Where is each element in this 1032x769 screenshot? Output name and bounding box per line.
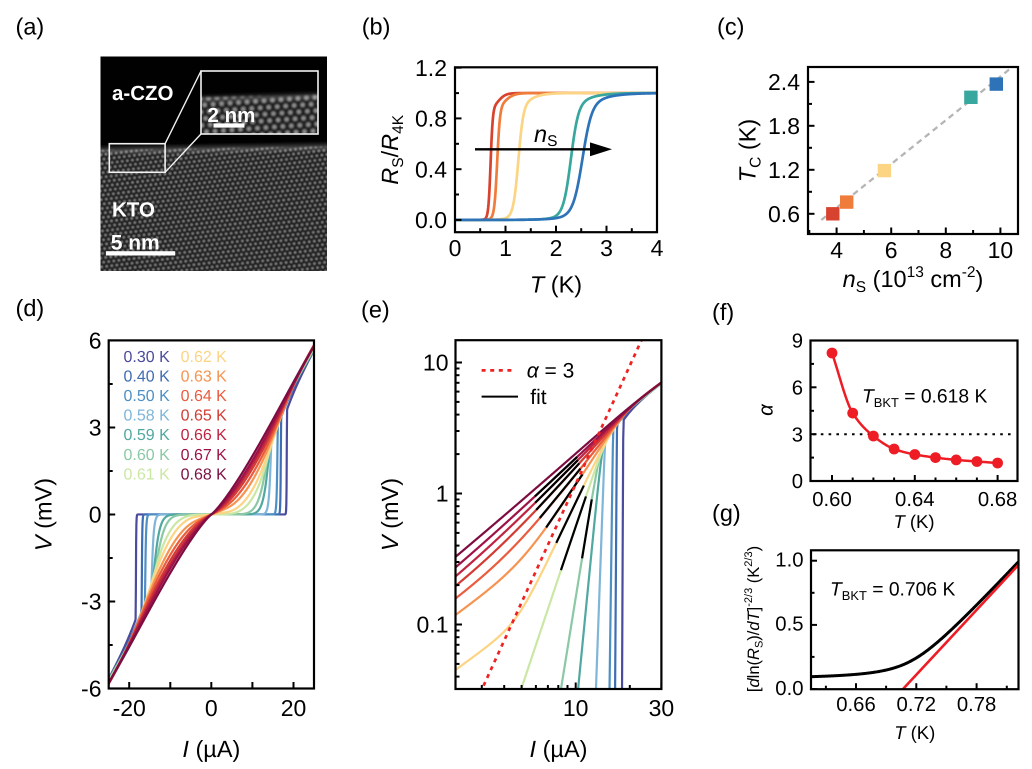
svg-text:0: 0: [89, 502, 102, 528]
svg-text:nS (1013 cm-2): nS (1013 cm-2): [843, 264, 984, 296]
svg-text:(f): (f): [712, 299, 734, 325]
svg-text:-6: -6: [81, 676, 101, 702]
svg-text:0.68 K: 0.68 K: [181, 466, 228, 483]
svg-text:1: 1: [436, 481, 449, 507]
svg-text:T (K): T (K): [894, 722, 935, 743]
svg-text:8: 8: [939, 237, 952, 263]
svg-text:30: 30: [649, 695, 675, 721]
svg-text:0.62 K: 0.62 K: [181, 349, 228, 366]
svg-text:0.0: 0.0: [415, 207, 447, 233]
svg-text:4: 4: [830, 237, 843, 263]
svg-text:(d): (d): [16, 295, 45, 321]
svg-text:KTO: KTO: [112, 199, 155, 222]
svg-text:0.67 K: 0.67 K: [181, 447, 228, 464]
svg-text:0.59 K: 0.59 K: [124, 427, 171, 444]
svg-text:(g): (g): [712, 500, 741, 526]
svg-text:0.0: 0.0: [775, 678, 803, 700]
svg-text:0.66: 0.66: [836, 694, 875, 716]
svg-text:TBKT = 0.618 K: TBKT = 0.618 K: [862, 387, 987, 411]
svg-text:0.60 K: 0.60 K: [124, 447, 171, 464]
svg-text:0.1: 0.1: [417, 612, 449, 638]
svg-text:1.0: 1.0: [775, 550, 803, 572]
svg-text:RS/R4K: RS/R4K: [377, 114, 407, 184]
svg-text:I (µA): I (µA): [530, 736, 588, 762]
svg-text:V (mV): V (mV): [377, 478, 403, 551]
svg-text:0.50 K: 0.50 K: [124, 388, 171, 405]
svg-text:3: 3: [89, 415, 102, 441]
svg-text:6: 6: [89, 328, 102, 354]
svg-text:0.72: 0.72: [897, 694, 936, 716]
svg-text:0.61 K: 0.61 K: [124, 466, 171, 483]
svg-text:-3: -3: [81, 589, 101, 615]
svg-text:10: 10: [988, 237, 1014, 263]
svg-text:3: 3: [792, 424, 803, 446]
svg-text:TC (K): TC (K): [735, 119, 765, 182]
svg-text:0: 0: [792, 471, 803, 493]
svg-text:0.8: 0.8: [415, 106, 447, 132]
svg-text:4: 4: [651, 235, 664, 261]
svg-text:0.78: 0.78: [957, 694, 996, 716]
svg-text:nS: nS: [534, 121, 557, 150]
svg-text:2 nm: 2 nm: [208, 104, 256, 127]
svg-text:0.66 K: 0.66 K: [181, 427, 228, 444]
svg-text:0: 0: [449, 235, 462, 261]
svg-text:0.63 K: 0.63 K: [181, 369, 228, 386]
svg-text:α = 3: α = 3: [527, 360, 575, 383]
svg-text:6: 6: [885, 237, 898, 263]
svg-text:a-CZO: a-CZO: [112, 82, 174, 105]
svg-text:5 nm: 5 nm: [111, 232, 160, 255]
svg-text:0: 0: [205, 695, 218, 721]
svg-text:1.2: 1.2: [415, 55, 447, 81]
svg-text:(c): (c): [717, 13, 744, 39]
svg-text:1.2: 1.2: [768, 157, 800, 183]
svg-text:fit: fit: [530, 386, 547, 409]
svg-text:6: 6: [792, 378, 803, 400]
svg-text:20: 20: [281, 695, 307, 721]
svg-text:1.8: 1.8: [768, 113, 800, 139]
svg-text:T (K): T (K): [893, 511, 934, 532]
svg-text:0.65 K: 0.65 K: [181, 408, 228, 425]
svg-text:[dln(RS)/dT]-2/3 (K2/3): [dln(RS)/dT]-2/3 (K2/3): [743, 546, 766, 692]
svg-text:2.4: 2.4: [768, 69, 800, 95]
svg-text:0.68: 0.68: [978, 489, 1017, 511]
svg-text:0.5: 0.5: [775, 614, 803, 636]
svg-text:0.40 K: 0.40 K: [124, 369, 171, 386]
svg-text:0.60: 0.60: [812, 489, 851, 511]
svg-text:TBKT = 0.706 K: TBKT = 0.706 K: [830, 580, 955, 604]
svg-text:(b): (b): [362, 13, 391, 39]
svg-text:0.30 K: 0.30 K: [124, 349, 171, 366]
svg-text:1: 1: [499, 235, 512, 261]
svg-text:α: α: [755, 403, 778, 416]
svg-text:0.4: 0.4: [415, 156, 447, 182]
svg-text:(a): (a): [16, 13, 45, 39]
svg-text:T (K): T (K): [530, 272, 582, 298]
svg-text:3: 3: [600, 235, 613, 261]
svg-text:-20: -20: [113, 695, 146, 721]
svg-text:0.64 K: 0.64 K: [181, 388, 228, 405]
svg-text:0.64: 0.64: [895, 489, 934, 511]
svg-text:10: 10: [423, 350, 449, 376]
svg-text:(e): (e): [361, 297, 390, 323]
svg-text:0.6: 0.6: [768, 201, 800, 227]
svg-text:I (µA): I (µA): [182, 736, 240, 762]
svg-text:9: 9: [792, 331, 803, 353]
svg-text:V (mV): V (mV): [31, 478, 57, 551]
svg-text:10: 10: [563, 695, 589, 721]
svg-text:0.58 K: 0.58 K: [124, 408, 171, 425]
svg-text:2: 2: [550, 235, 563, 261]
